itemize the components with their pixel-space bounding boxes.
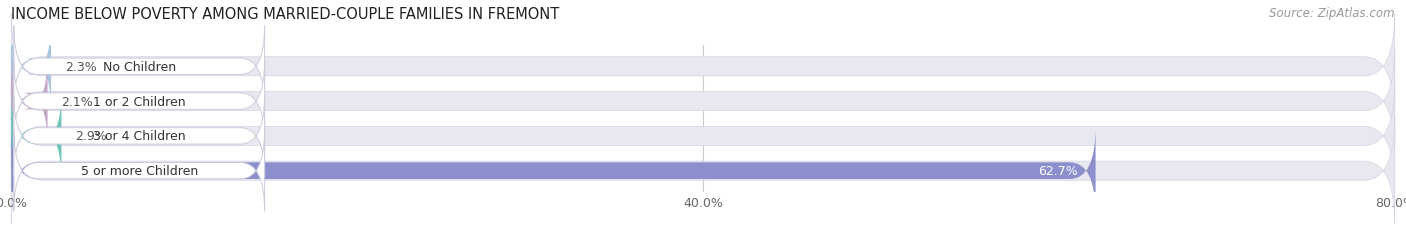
FancyBboxPatch shape	[14, 27, 264, 107]
FancyBboxPatch shape	[11, 127, 1095, 215]
Text: 2.9%: 2.9%	[76, 130, 107, 143]
Text: 3 or 4 Children: 3 or 4 Children	[93, 130, 186, 143]
FancyBboxPatch shape	[11, 49, 1395, 155]
FancyBboxPatch shape	[11, 83, 1395, 189]
FancyBboxPatch shape	[14, 61, 264, 142]
Text: 5 or more Children: 5 or more Children	[80, 164, 198, 177]
Text: 2.1%: 2.1%	[62, 95, 93, 108]
Text: INCOME BELOW POVERTY AMONG MARRIED-COUPLE FAMILIES IN FREMONT: INCOME BELOW POVERTY AMONG MARRIED-COUPL…	[11, 7, 560, 22]
FancyBboxPatch shape	[11, 93, 62, 180]
Text: 62.7%: 62.7%	[1039, 164, 1078, 177]
FancyBboxPatch shape	[11, 118, 1395, 224]
FancyBboxPatch shape	[14, 96, 264, 177]
Text: 2.3%: 2.3%	[65, 61, 97, 73]
FancyBboxPatch shape	[14, 131, 264, 211]
Text: No Children: No Children	[103, 61, 176, 73]
Text: 1 or 2 Children: 1 or 2 Children	[93, 95, 186, 108]
FancyBboxPatch shape	[11, 23, 51, 111]
FancyBboxPatch shape	[11, 14, 1395, 120]
Text: Source: ZipAtlas.com: Source: ZipAtlas.com	[1270, 7, 1395, 20]
FancyBboxPatch shape	[11, 58, 48, 145]
